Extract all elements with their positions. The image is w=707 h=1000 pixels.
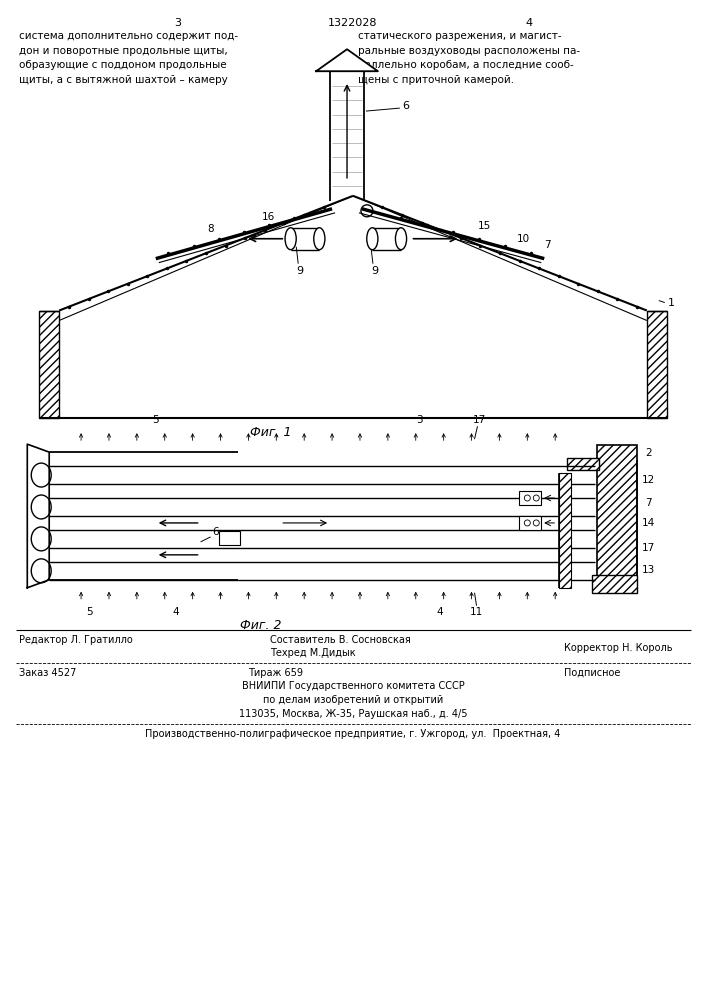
Bar	[592, 575, 637, 593]
Text: Редактор Л. Гратилло: Редактор Л. Гратилло	[19, 635, 133, 645]
Text: 4: 4	[526, 18, 533, 28]
Ellipse shape	[31, 463, 51, 487]
Ellipse shape	[31, 495, 51, 519]
Polygon shape	[28, 444, 49, 588]
Text: Составитель В. Сосновская: Составитель В. Сосновская	[270, 635, 411, 645]
Ellipse shape	[314, 228, 325, 250]
Ellipse shape	[285, 228, 296, 250]
Text: 7: 7	[645, 498, 652, 508]
Text: 4: 4	[436, 607, 443, 617]
Text: 7: 7	[544, 240, 551, 250]
Text: 14: 14	[642, 518, 655, 528]
Text: 4: 4	[173, 607, 179, 617]
Ellipse shape	[367, 228, 378, 250]
Text: Подписное: Подписное	[564, 668, 621, 678]
Text: Фиг. 2: Фиг. 2	[240, 619, 281, 632]
Text: 3: 3	[416, 415, 423, 425]
Text: 3: 3	[174, 18, 181, 28]
Text: 1: 1	[668, 298, 675, 308]
Text: 6: 6	[212, 527, 219, 537]
Polygon shape	[316, 49, 378, 71]
Text: 17: 17	[473, 415, 486, 425]
Text: система дополнительно содержит под-
дон и поворотные продольные щиты,
образующие: система дополнительно содержит под- дон …	[19, 31, 238, 85]
Text: Тираж 659: Тираж 659	[248, 668, 303, 678]
Bar	[520, 516, 542, 530]
Bar	[597, 445, 637, 593]
Ellipse shape	[395, 228, 407, 250]
Text: ВНИИПИ Государственного комитета СССР
по делам изобретений и открытий
113035, Мо: ВНИИПИ Государственного комитета СССР по…	[239, 681, 467, 719]
Text: Фиг. 1: Фиг. 1	[250, 426, 291, 439]
Text: 2: 2	[645, 448, 652, 458]
Text: 15: 15	[478, 221, 491, 231]
Text: Производственно-полиграфическое предприятие, г. Ужгород, ул.  Проектная, 4: Производственно-полиграфическое предприя…	[146, 729, 561, 739]
Text: 1322028: 1322028	[328, 18, 378, 28]
Text: 8: 8	[207, 224, 214, 234]
Bar	[218, 531, 240, 545]
Text: 9: 9	[297, 266, 304, 276]
Bar	[40, 311, 59, 418]
Bar	[520, 491, 542, 505]
Text: Корректор Н. Король: Корректор Н. Король	[564, 643, 672, 653]
Text: Техред М.Дидык: Техред М.Дидык	[270, 648, 356, 658]
Text: 16: 16	[262, 212, 275, 222]
Text: 17: 17	[642, 543, 655, 553]
Text: 5: 5	[86, 607, 93, 617]
Text: 10: 10	[517, 234, 530, 244]
Bar	[559, 473, 571, 588]
Ellipse shape	[31, 527, 51, 551]
Text: 12: 12	[642, 475, 655, 485]
Text: 11: 11	[470, 607, 483, 617]
Text: 5: 5	[153, 415, 159, 425]
Bar	[647, 311, 667, 418]
Text: 9: 9	[371, 266, 378, 276]
Bar	[567, 458, 599, 470]
Text: Заказ 4527: Заказ 4527	[19, 668, 76, 678]
Ellipse shape	[31, 559, 51, 583]
Text: 13: 13	[642, 565, 655, 575]
Text: 6: 6	[402, 101, 409, 111]
Text: статического разрежения, и магист-
ральные воздуховоды расположены па-
раллельно: статического разрежения, и магист- ральн…	[358, 31, 580, 85]
